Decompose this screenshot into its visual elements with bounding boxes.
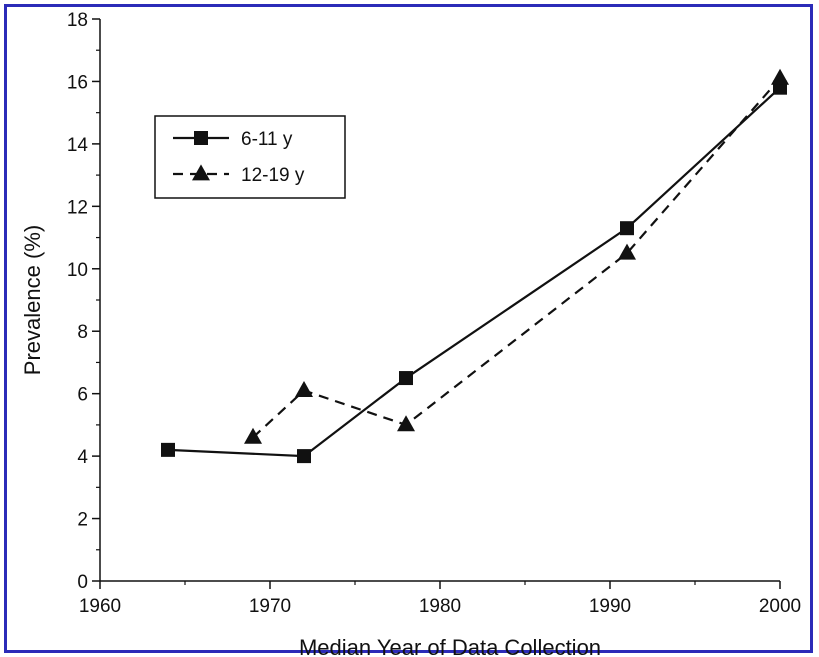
legend: 6-11 y 12-19 y <box>154 115 346 199</box>
y-tick-label: 14 <box>67 135 89 156</box>
y-tick-label: 2 <box>77 510 88 531</box>
y-tick-label: 6 <box>77 385 88 406</box>
legend-label: 12-19 y <box>241 165 305 186</box>
triangle-marker <box>618 243 636 260</box>
series-squares <box>161 80 787 464</box>
y-tick-label: 4 <box>77 447 88 468</box>
legend-label: 6-11 y <box>241 129 293 150</box>
legend-triangle-marker <box>192 164 210 181</box>
y-axis-title: Prevalence (%) <box>20 225 45 375</box>
y-tick-label: 16 <box>67 72 88 93</box>
legend-box <box>154 115 346 199</box>
y-tick-label: 0 <box>77 572 88 593</box>
x-tick-label: 1990 <box>589 596 631 617</box>
series-triangles <box>244 68 789 444</box>
x-tick-label: 1970 <box>249 596 291 617</box>
x-axis-title: Median Year of Data Collection <box>299 635 601 657</box>
y-tick-label: 10 <box>67 260 88 281</box>
axis-ticks: 0 2 4 6 8 10 12 14 16 18 1960 1970 1980 1990 2000 <box>67 10 801 617</box>
triangle-marker <box>771 68 789 85</box>
legend-square-marker <box>194 131 208 145</box>
square-marker <box>399 371 413 386</box>
x-tick-label: 1960 <box>79 596 121 617</box>
y-tick-label: 8 <box>77 322 88 343</box>
y-tick-label: 12 <box>67 197 88 218</box>
x-tick-label: 2000 <box>759 596 801 617</box>
axes <box>99 19 780 582</box>
series-layer <box>161 68 789 464</box>
square-marker <box>297 449 311 464</box>
x-tick-label: 1980 <box>419 596 461 617</box>
chart-frame <box>4 4 813 653</box>
triangle-marker <box>244 427 262 444</box>
triangle-marker <box>397 415 415 432</box>
square-marker <box>620 221 634 236</box>
triangle-marker <box>295 380 313 397</box>
y-tick-label: 18 <box>67 10 88 31</box>
square-marker <box>161 442 175 457</box>
